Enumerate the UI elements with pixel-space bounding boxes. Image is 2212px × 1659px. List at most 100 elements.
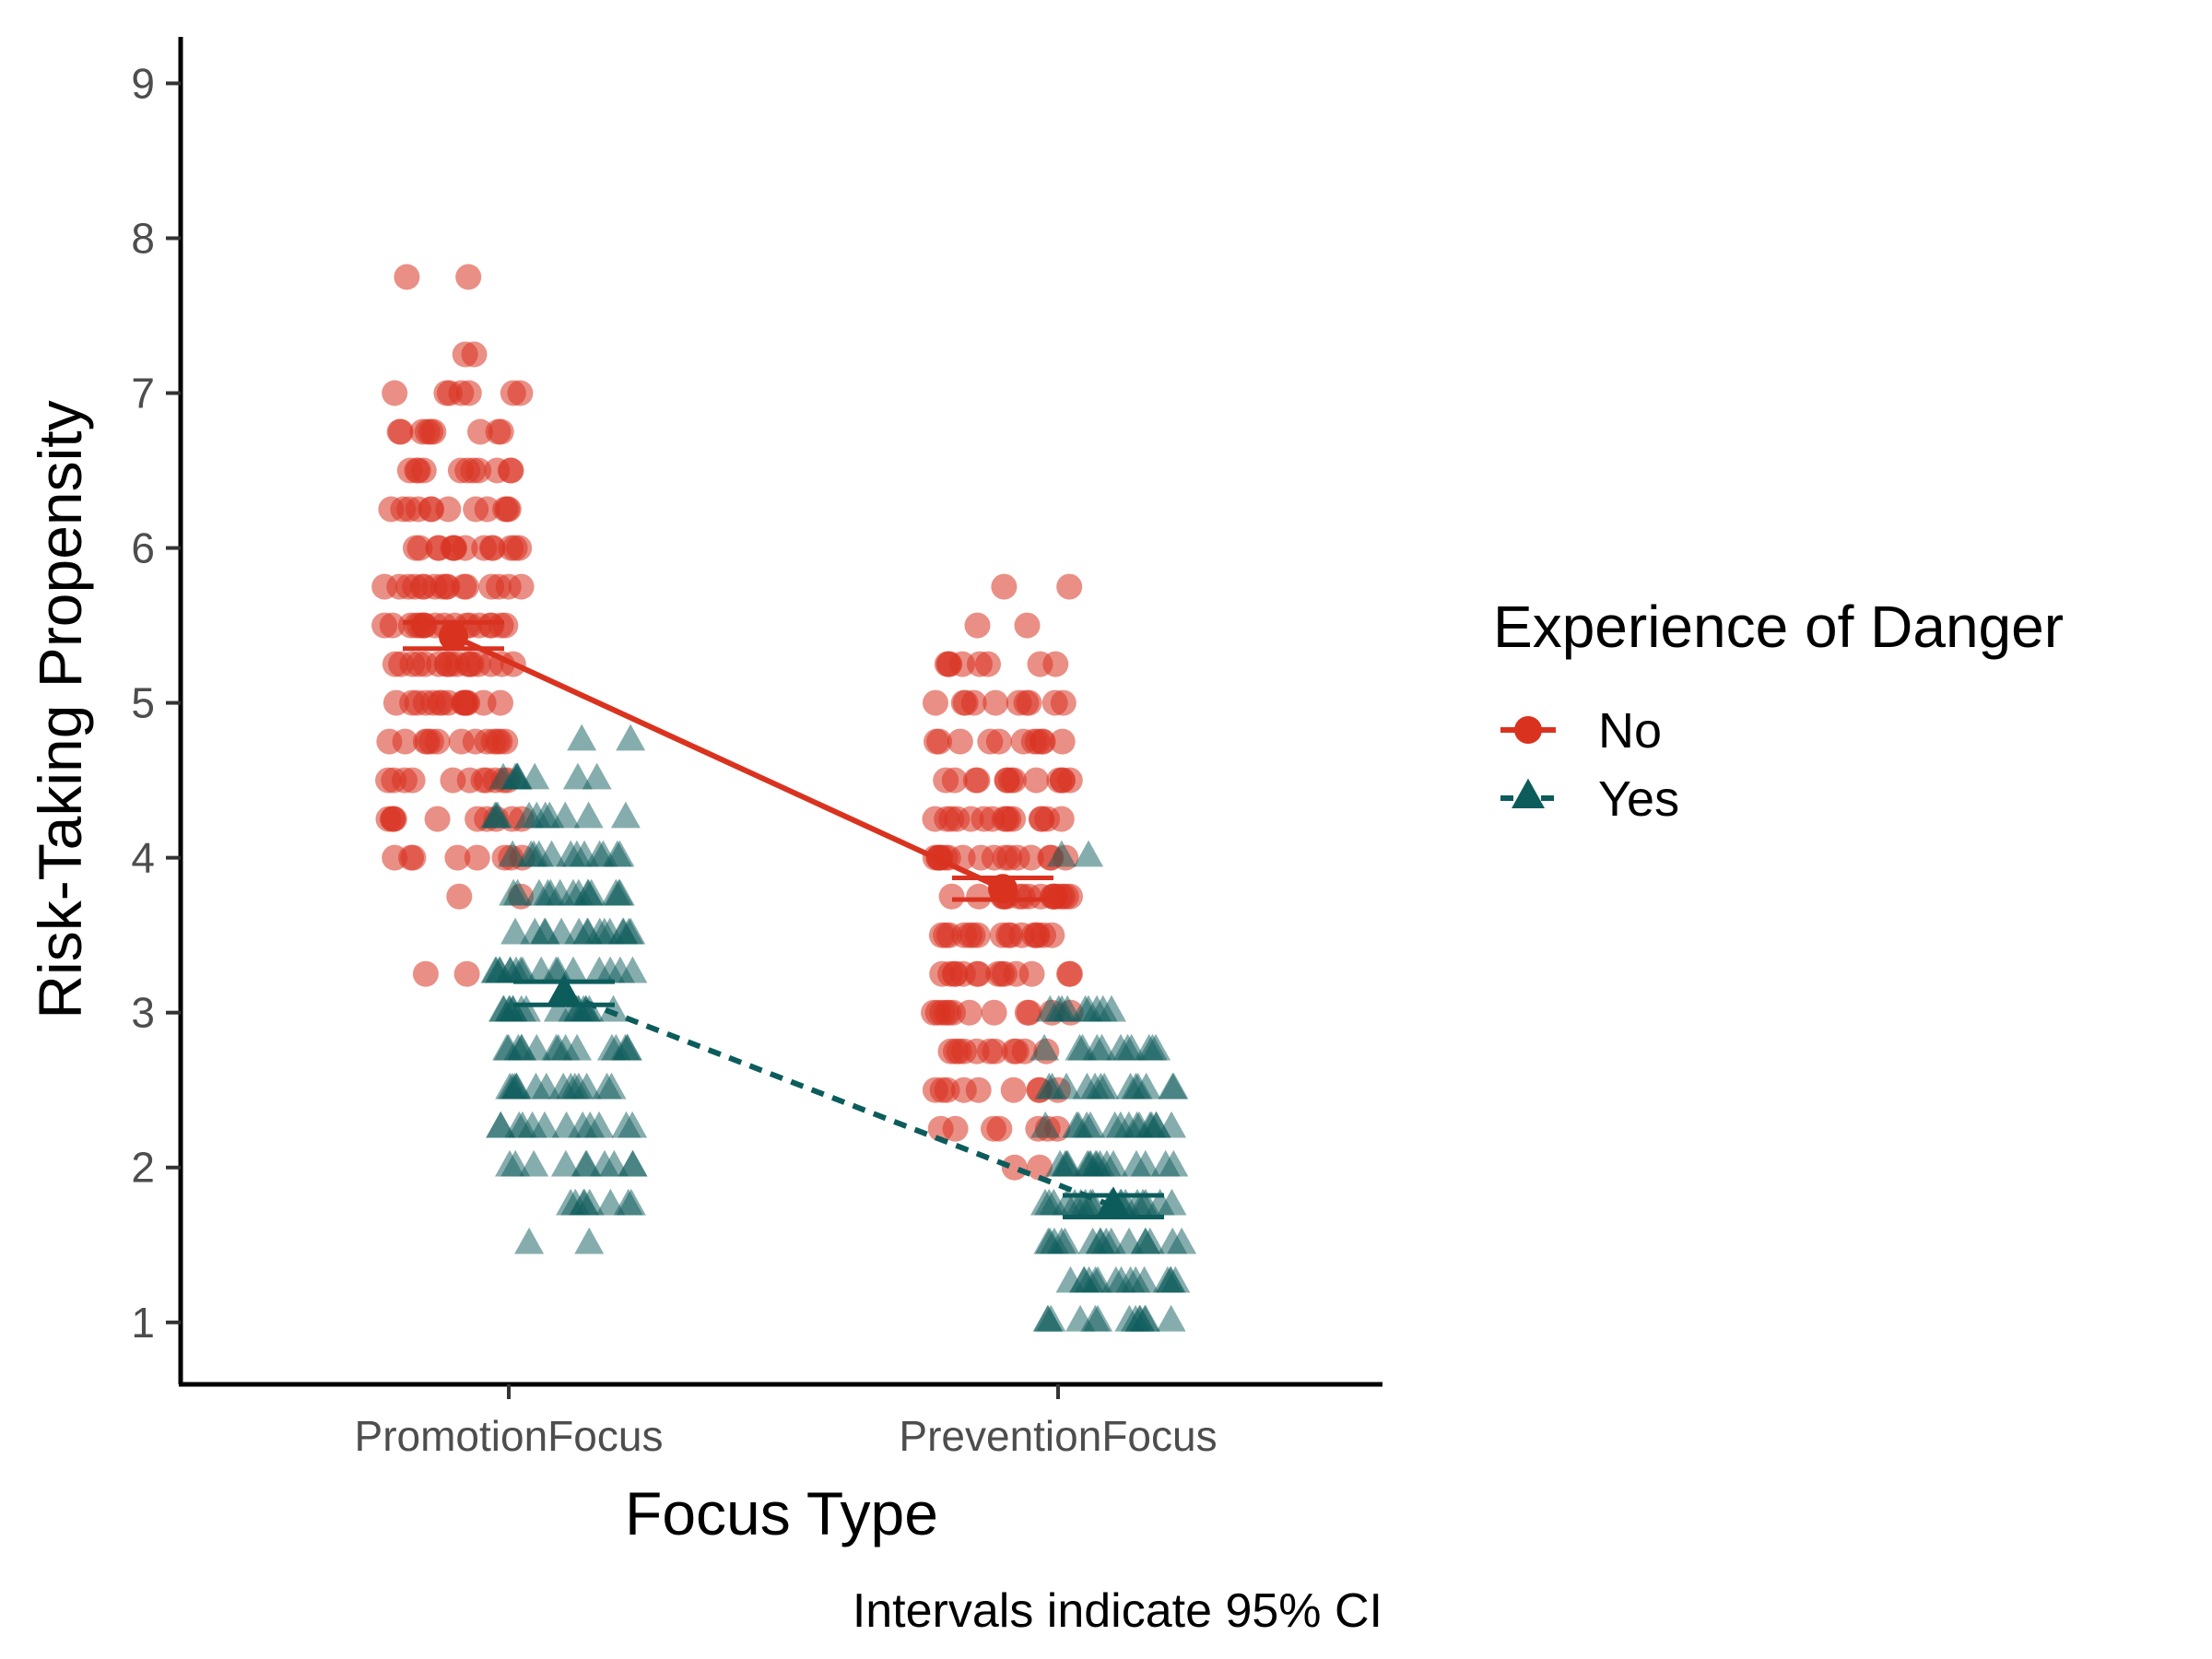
data-point (380, 806, 406, 832)
data-point (1157, 1188, 1187, 1216)
data-point (595, 1188, 626, 1216)
data-point (1014, 612, 1041, 639)
data-point (1074, 840, 1104, 867)
data-point (1030, 1188, 1061, 1216)
data-point (405, 457, 431, 484)
data-point (1130, 1304, 1160, 1332)
y-tick-label: 1 (131, 1299, 155, 1347)
data-point (1158, 1227, 1188, 1254)
data-point (960, 689, 987, 716)
data-point (1087, 1033, 1117, 1061)
data-point (478, 535, 505, 561)
data-point (1042, 651, 1069, 677)
data-point (1050, 689, 1077, 716)
y-tick-label: 2 (131, 1144, 155, 1192)
data-point (582, 762, 612, 790)
data-point (535, 878, 566, 906)
data-point (1023, 767, 1050, 794)
data-point (981, 999, 1007, 1026)
mean-estimates (403, 619, 1164, 1220)
data-point (1076, 1111, 1106, 1138)
data-point (605, 878, 635, 906)
mean-point (988, 874, 1018, 904)
data-point (964, 612, 991, 639)
data-point (418, 496, 445, 523)
data-point (956, 999, 982, 1026)
data-point (573, 801, 604, 829)
data-point (1121, 1072, 1151, 1100)
data-point (1003, 960, 1030, 987)
data-point (942, 960, 969, 987)
data-point (941, 767, 968, 794)
data-point (465, 651, 491, 677)
data-point (499, 878, 529, 906)
data-point (550, 1149, 581, 1177)
data-point (1016, 883, 1042, 910)
data-point (596, 1072, 627, 1100)
data-point (486, 1111, 516, 1138)
data-point (424, 806, 451, 832)
data-point (529, 1111, 559, 1138)
data-point (921, 999, 947, 1026)
data-point (429, 573, 456, 600)
data-point (1121, 1149, 1151, 1177)
data-point (516, 840, 547, 867)
data-point (386, 418, 413, 445)
data-point (1072, 1072, 1102, 1100)
data-point (935, 651, 962, 677)
data-point (602, 840, 632, 867)
data-point (963, 1038, 990, 1065)
data-point (1046, 840, 1077, 867)
caption: Intervals indicate 95% CI (853, 1584, 1382, 1638)
data-point (448, 728, 475, 755)
data-point (452, 535, 478, 561)
data-point (503, 1033, 534, 1061)
data-point (1072, 1149, 1102, 1177)
y-axis-title: Risk-Taking Propensity (26, 400, 94, 1018)
data-point (440, 767, 466, 794)
data-point (425, 535, 452, 561)
data-point (412, 960, 439, 987)
data-point (1105, 1033, 1135, 1061)
data-point (375, 767, 402, 794)
data-point (1050, 1227, 1080, 1254)
data-point (507, 956, 537, 983)
data-point (1141, 1111, 1171, 1138)
data-point (1030, 1033, 1060, 1061)
data-point (1134, 1033, 1164, 1061)
data-point (488, 418, 514, 445)
data-point (991, 573, 1018, 600)
legend: Experience of Danger No Yes (1493, 594, 2064, 827)
data-point (1043, 994, 1074, 1022)
data-point (1100, 1111, 1130, 1138)
data-point (562, 1033, 593, 1061)
data-point (453, 960, 480, 987)
data-point (1156, 1304, 1186, 1332)
data-point (426, 651, 452, 677)
data-point (1130, 1188, 1160, 1216)
data-point (463, 496, 489, 523)
data-point (1034, 1072, 1065, 1100)
data-point (1155, 1265, 1185, 1293)
data-point (1067, 1033, 1098, 1061)
data-point (1159, 1149, 1189, 1177)
data-point (536, 840, 567, 867)
data-point (507, 380, 534, 406)
data-point (982, 689, 1009, 716)
axes: 1 2 3 4 5 6 7 8 9 PromotionFocus PreventionFocus (131, 37, 1382, 1460)
y-tick-label: 6 (131, 524, 155, 572)
data-point (608, 917, 639, 945)
data-point (923, 689, 948, 716)
data-point (982, 1038, 1008, 1065)
x-tick-label: PreventionFocus (899, 1412, 1217, 1460)
legend-key-marker (1514, 716, 1542, 744)
data-point (409, 418, 436, 445)
data-point (467, 418, 493, 445)
y-tick-label: 9 (131, 59, 155, 107)
data-point (599, 1149, 629, 1177)
data-point (390, 496, 417, 523)
data-point (556, 1188, 586, 1216)
data-point (498, 840, 528, 867)
data-point (1065, 1304, 1096, 1332)
y-tick-label: 8 (131, 214, 155, 262)
